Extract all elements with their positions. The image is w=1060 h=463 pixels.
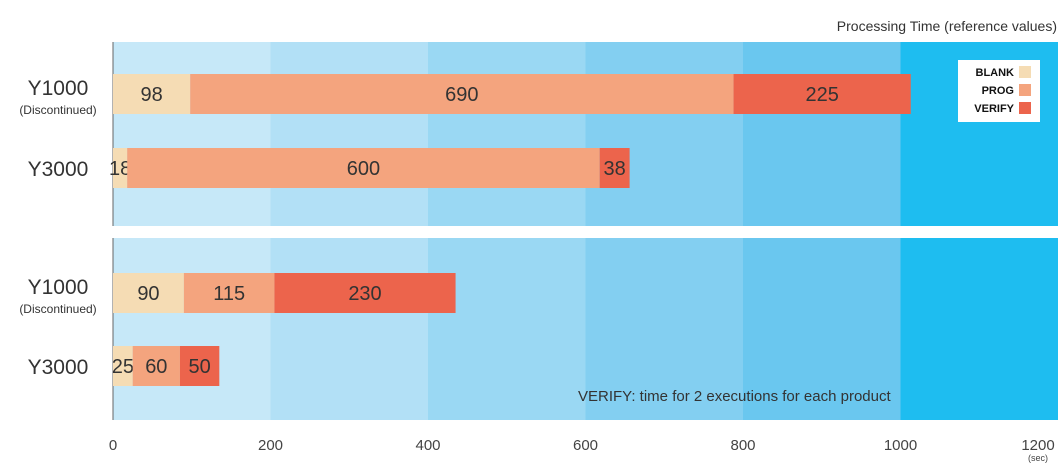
value-label-blank-1-0: 90 xyxy=(137,283,159,305)
bar-blank-1-0 xyxy=(113,273,184,313)
chart-title: Processing Time (reference values) xyxy=(837,18,1057,34)
band-0-0 xyxy=(113,42,271,226)
value-label-verify-1-0: 230 xyxy=(348,283,381,305)
x-tick-200: 200 xyxy=(258,437,283,454)
value-label-prog-0-0: 690 xyxy=(445,84,478,106)
bar-verify-1-0 xyxy=(274,273,456,313)
value-label-verify-1-1: 50 xyxy=(189,356,211,378)
x-axis-unit: (sec) xyxy=(1028,453,1048,463)
value-label-blank-0-0: 98 xyxy=(140,84,162,106)
band-1-3 xyxy=(585,238,743,420)
x-tick-400: 400 xyxy=(415,437,440,454)
x-axis-ticks: 0 200 400 600 800 1000 1200 xyxy=(109,437,1055,454)
legend-swatch-blank xyxy=(1019,66,1031,78)
bar-prog-0-1 xyxy=(127,148,600,188)
background-bands xyxy=(113,42,1058,420)
legend-label-blank: BLANK xyxy=(976,67,1015,79)
bar-prog-0-0 xyxy=(190,74,734,114)
bar-prog-1-0 xyxy=(183,273,275,313)
band-1-4 xyxy=(743,238,901,420)
value-label-prog-1-0: 115 xyxy=(213,283,245,305)
value-label-verify-0-1: 38 xyxy=(604,158,626,180)
verify-annotation: VERIFY: time for 2 executions for each p… xyxy=(578,388,891,405)
x-tick-1200: 1200 xyxy=(1021,437,1054,454)
value-label-prog-1-1: 60 xyxy=(145,356,167,378)
bars: 98 690 225 18 600 38 90 115 230 25 60 50 xyxy=(109,74,911,386)
legend-swatch-prog xyxy=(1019,84,1031,96)
value-label-blank-1-1: 25 xyxy=(112,356,134,378)
legend-label-verify: VERIFY xyxy=(974,103,1014,115)
x-tick-600: 600 xyxy=(573,437,598,454)
band-1-1 xyxy=(270,238,428,420)
bar-blank-1-1 xyxy=(113,346,133,386)
value-label-blank-0-1: 18 xyxy=(109,158,131,180)
bar-verify-0-0 xyxy=(733,74,911,114)
band-1-2 xyxy=(428,238,586,420)
band-1-0 xyxy=(113,238,271,420)
category-note-0-0: (Discontinued) xyxy=(19,103,96,117)
value-label-prog-0-1: 600 xyxy=(347,158,380,180)
category-label-0-0: Y1000 xyxy=(28,77,89,100)
band-1-5 xyxy=(900,238,1058,420)
bar-verify-0-1 xyxy=(599,148,630,188)
category-label-1-0: Y1000 xyxy=(28,276,89,299)
legend: BLANK PROG VERIFY xyxy=(958,60,1040,122)
x-tick-1000: 1000 xyxy=(884,437,917,454)
bar-prog-1-1 xyxy=(132,346,180,386)
category-label-1-1: Y3000 xyxy=(28,356,89,379)
value-label-verify-0-0: 225 xyxy=(805,84,838,106)
band-0-1 xyxy=(270,42,428,226)
bar-blank-0-1 xyxy=(113,148,128,188)
category-labels: Y1000 (Discontinued) Y3000 Y1000 (Discontinu… xyxy=(19,77,96,379)
category-label-0-1: Y3000 xyxy=(28,158,89,181)
legend-label-prog: PROG xyxy=(982,85,1014,97)
x-tick-800: 800 xyxy=(730,437,755,454)
category-note-1-0: (Discontinued) xyxy=(19,302,96,316)
bar-blank-0-0 xyxy=(113,74,191,114)
bar-verify-1-1 xyxy=(179,346,220,386)
x-tick-0: 0 xyxy=(109,437,117,454)
legend-swatch-verify xyxy=(1019,102,1031,114)
band-0-3 xyxy=(585,42,743,226)
band-0-2 xyxy=(428,42,586,226)
band-0-4 xyxy=(743,42,901,226)
